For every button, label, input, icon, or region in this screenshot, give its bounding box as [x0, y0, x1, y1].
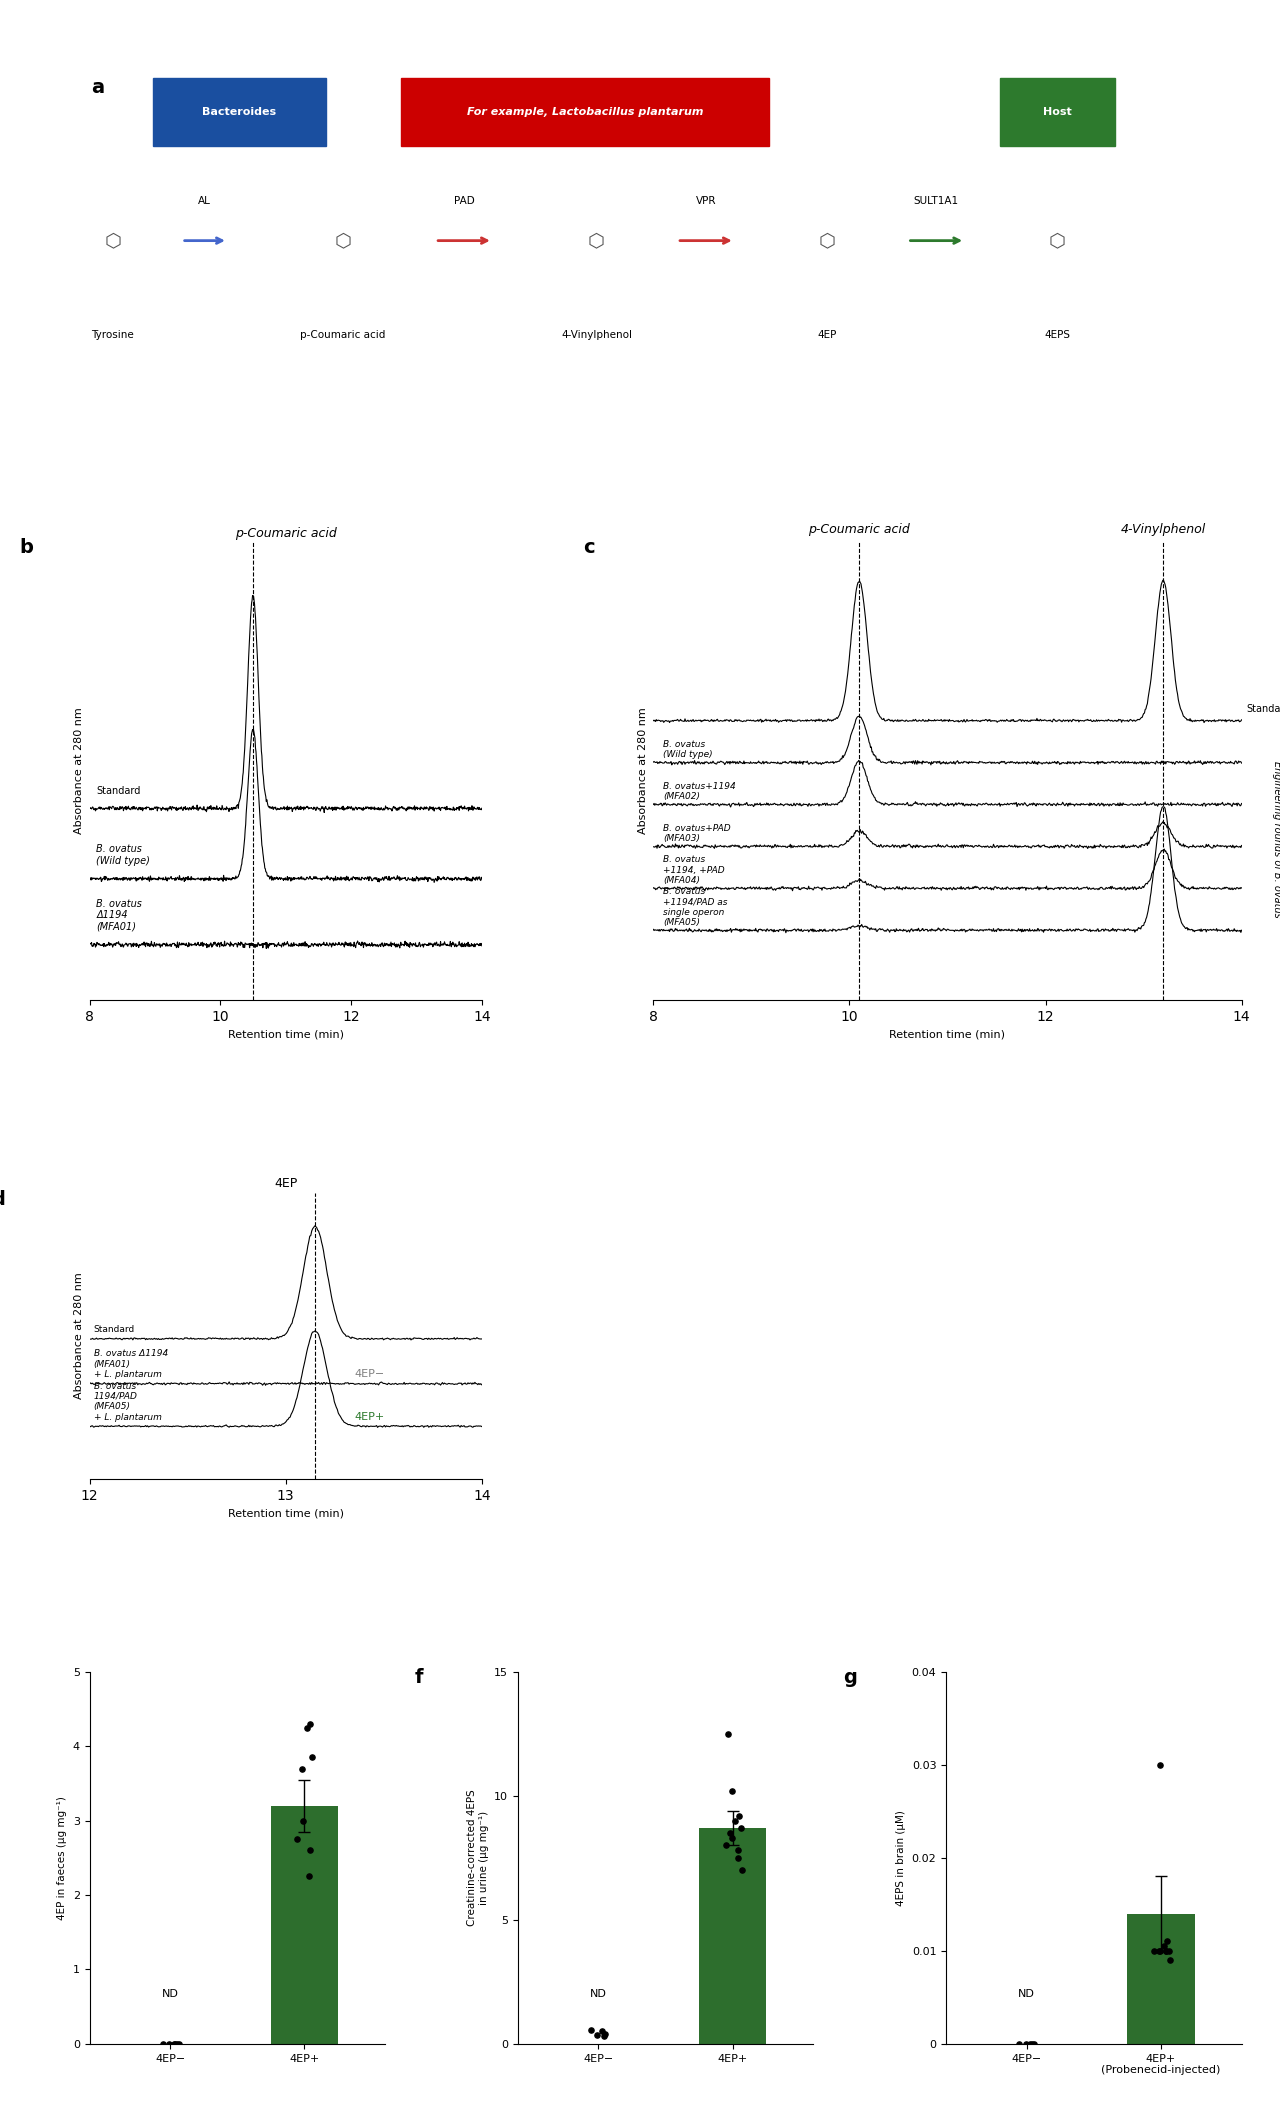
Text: ⬡: ⬡ [818, 232, 836, 251]
Point [594, 2019, 614, 2052]
Point [297, 1711, 317, 1745]
Text: Bacteroides: Bacteroides [202, 107, 276, 116]
Point [166, 2027, 187, 2061]
Text: ⬡: ⬡ [334, 232, 352, 251]
Title: 4EP: 4EP [274, 1178, 297, 1190]
Text: p-Coumaric acid: p-Coumaric acid [301, 331, 385, 339]
Text: b: b [19, 537, 33, 556]
Point [300, 1833, 320, 1867]
Point [731, 1854, 751, 1888]
Point [728, 1799, 749, 1833]
Point [722, 1774, 742, 1808]
Point [159, 2027, 179, 2061]
X-axis label: Retention time (min): Retention time (min) [890, 1030, 1006, 1039]
Point [293, 1804, 314, 1837]
Point [1144, 1934, 1165, 1968]
Point [152, 2027, 173, 2061]
Point [292, 1751, 312, 1785]
Point [1156, 1934, 1176, 1968]
Text: 4-Vinylphenol: 4-Vinylphenol [1120, 523, 1206, 535]
Text: a: a [91, 78, 104, 97]
Point [1009, 2027, 1029, 2061]
Point [1149, 1934, 1170, 1968]
Text: 4-Vinylphenol: 4-Vinylphenol [561, 331, 632, 339]
Text: Standard: Standard [96, 786, 141, 796]
Text: B. ovatus
+1194/PAD as
single operon
(MFA05): B. ovatus +1194/PAD as single operon (MF… [663, 887, 727, 927]
Point [1148, 1934, 1169, 1968]
Point [726, 1804, 746, 1837]
Text: ND: ND [590, 1989, 607, 2000]
Point [1157, 1924, 1178, 1957]
Text: f: f [415, 1669, 422, 1688]
Text: Engineering rounds of B. ovatus: Engineering rounds of B. ovatus [1272, 761, 1280, 919]
Point [1015, 2027, 1036, 2061]
Text: AL: AL [198, 196, 211, 206]
Point [1158, 1934, 1179, 1968]
Point [581, 2014, 602, 2048]
FancyBboxPatch shape [1000, 78, 1115, 145]
Text: 4EP: 4EP [817, 331, 837, 339]
Text: ⬡: ⬡ [1048, 232, 1066, 251]
Point [169, 2027, 189, 2061]
Text: B. ovatus
1194/PAD
(MFA05)
+ L. plantarum: B. ovatus 1194/PAD (MFA05) + L. plantaru… [93, 1382, 161, 1422]
Point [1156, 1934, 1176, 1968]
Point [301, 1707, 321, 1740]
Point [164, 2027, 184, 2061]
Text: p-Coumaric acid: p-Coumaric acid [809, 523, 910, 535]
Point [1149, 1749, 1170, 1783]
Point [595, 2016, 616, 2050]
Text: d: d [0, 1190, 5, 1209]
Point [1020, 2027, 1041, 2061]
Point [300, 1860, 320, 1894]
Text: B. ovatus+PAD
(MFA03): B. ovatus+PAD (MFA03) [663, 824, 731, 843]
Text: 4EP+: 4EP+ [355, 1412, 384, 1422]
Text: Host: Host [1043, 107, 1071, 116]
Text: B. ovatus
(Wild type): B. ovatus (Wild type) [663, 740, 713, 759]
Text: c: c [582, 537, 594, 556]
Point [591, 2014, 612, 2048]
X-axis label: Retention time (min): Retention time (min) [228, 1509, 344, 1519]
Text: ⬡: ⬡ [588, 232, 605, 251]
Text: B. ovatus+1194
(MFA02): B. ovatus+1194 (MFA02) [663, 782, 736, 801]
Title: p-Coumaric acid: p-Coumaric acid [234, 527, 337, 539]
Y-axis label: 4EPS in brain (μM): 4EPS in brain (μM) [896, 1810, 906, 1905]
Text: B. ovatus Δ1194
(MFA01)
+ L. plantarum: B. ovatus Δ1194 (MFA01) + L. plantarum [93, 1348, 168, 1380]
Bar [1128, 1913, 1194, 2044]
Text: VPR: VPR [695, 196, 717, 206]
Point [1021, 2027, 1042, 2061]
Point [1023, 2027, 1043, 2061]
Text: SULT1A1: SULT1A1 [914, 196, 959, 206]
Point [1160, 1943, 1180, 1976]
Text: ⬡: ⬡ [104, 232, 122, 251]
Text: B. ovatus
(Wild type): B. ovatus (Wild type) [96, 845, 150, 866]
Point [1153, 1930, 1174, 1964]
Y-axis label: Absorbance at 280 nm: Absorbance at 280 nm [74, 708, 84, 834]
Point [302, 1740, 323, 1774]
Bar [271, 1806, 338, 2044]
Point [588, 2019, 608, 2052]
Point [731, 1812, 751, 1846]
Text: 4EP−: 4EP− [355, 1370, 384, 1380]
Text: Standard: Standard [93, 1325, 134, 1334]
Y-axis label: Absorbance at 280 nm: Absorbance at 280 nm [74, 1273, 84, 1399]
Text: g: g [842, 1669, 856, 1688]
Text: B. ovatus
+1194, +PAD
(MFA04): B. ovatus +1194, +PAD (MFA04) [663, 855, 724, 885]
Point [727, 1842, 748, 1875]
Point [717, 1717, 737, 1751]
Text: For example, Lactobacillus plantarum: For example, Lactobacillus plantarum [467, 107, 703, 116]
X-axis label: Retention time (min): Retention time (min) [228, 1030, 344, 1039]
Point [721, 1816, 741, 1850]
Text: Tyrosine: Tyrosine [91, 331, 134, 339]
Point [728, 1833, 749, 1867]
Text: PAD: PAD [453, 196, 475, 206]
Text: Standard: Standard [1247, 704, 1280, 714]
Text: B. ovatus
Δ1194
(MFA01): B. ovatus Δ1194 (MFA01) [96, 900, 142, 931]
Point [716, 1829, 736, 1863]
Bar [699, 1829, 767, 2044]
FancyBboxPatch shape [401, 78, 769, 145]
Point [165, 2027, 186, 2061]
Text: 4EPS: 4EPS [1044, 331, 1070, 339]
FancyBboxPatch shape [154, 78, 325, 145]
Y-axis label: Absorbance at 280 nm: Absorbance at 280 nm [637, 708, 648, 834]
Point [722, 1820, 742, 1854]
